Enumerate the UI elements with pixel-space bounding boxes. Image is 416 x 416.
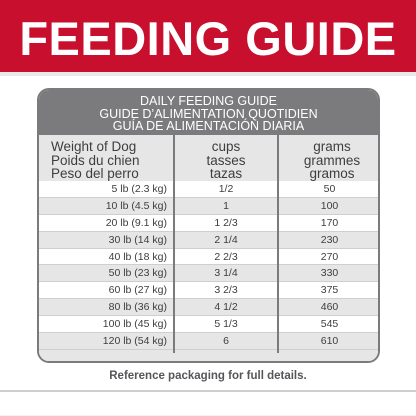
column-header-cups-en: cups bbox=[211, 139, 241, 154]
column-header-weight-es: Peso del perro bbox=[51, 166, 139, 181]
table-title-es: GUÍA DE ALIMENTACIÓN DIARIA bbox=[112, 119, 305, 133]
table-row: 40 lb (18 kg) 2 2/3 270 bbox=[39, 248, 378, 266]
weight-value: 5 lb (2.3 kg) bbox=[111, 183, 167, 195]
weight-cell: 120 lb (54 kg) bbox=[39, 333, 173, 350]
weight-value: 100 lb (45 kg) bbox=[102, 318, 167, 331]
reference-note: Reference packaging for full details. bbox=[109, 370, 307, 382]
weight-cell: 40 lb (18 kg) bbox=[39, 249, 173, 266]
column-header-weight: Weight of Dog Poids du chien Peso del pe… bbox=[51, 135, 140, 181]
table-rows: 5 lb (2.3 kg) 1/2 50 10 lb (4.5 kg) 1 100 20 l… bbox=[39, 181, 378, 350]
table-row: 120 lb (54 kg) 6 610 bbox=[39, 333, 378, 350]
banner-divider bbox=[0, 72, 416, 76]
row-divider bbox=[39, 213, 378, 215]
table-title-en: DAILY FEEDING GUIDE bbox=[139, 94, 278, 108]
footer-strip bbox=[0, 404, 416, 416]
grams-cell: 610 bbox=[320, 335, 339, 348]
row-divider bbox=[39, 298, 378, 300]
weight-value: 80 lb (36 kg) bbox=[108, 301, 167, 314]
table-title: DAILY FEEDING GUIDE GUIDE D’ALIMENTATION… bbox=[39, 90, 378, 135]
table-row: 80 lb (36 kg) 4 1/2 460 bbox=[39, 299, 378, 317]
grams-cell: 375 bbox=[320, 284, 339, 297]
grams-cell: 100 bbox=[320, 199, 339, 212]
column-header-cups: cups tasses tazas bbox=[175, 135, 277, 181]
cups-cell: 3 2/3 bbox=[214, 284, 238, 297]
table-row: 50 lb (23 kg) 3 1/4 330 bbox=[39, 265, 378, 283]
table-body: Weight of Dog Poids du chien Peso del pe… bbox=[39, 135, 378, 361]
column-header-grams-fr: grammes bbox=[303, 152, 361, 168]
row-divider bbox=[39, 315, 378, 317]
grams-cell: 50 bbox=[323, 183, 336, 195]
cups-cell: 5 1/3 bbox=[214, 318, 238, 331]
weight-value: 10 lb (4.5 kg) bbox=[105, 199, 167, 212]
footer-divider bbox=[0, 390, 416, 392]
table-row: 20 lb (9.1 kg) 1 2/3 170 bbox=[39, 214, 378, 232]
weight-value: 120 lb (54 kg) bbox=[102, 335, 167, 348]
column-header-weight-fr: Poids du chien bbox=[51, 152, 140, 168]
row-divider bbox=[39, 348, 378, 350]
weight-cell: 50 lb (23 kg) bbox=[39, 265, 173, 282]
header-banner: FEEDING GUIDE bbox=[0, 0, 416, 72]
weight-value: 20 lb (9.1 kg) bbox=[105, 216, 167, 229]
row-divider bbox=[39, 281, 378, 283]
grams-cell: 270 bbox=[320, 250, 339, 263]
table-row: 5 lb (2.3 kg) 1/2 50 bbox=[39, 181, 378, 198]
cups-cell: 4 1/2 bbox=[214, 301, 238, 314]
weight-cell: 100 lb (45 kg) bbox=[39, 316, 173, 333]
table-row: 30 lb (14 kg) 2 1/4 230 bbox=[39, 231, 378, 249]
weight-value: 50 lb (23 kg) bbox=[108, 267, 167, 280]
grams-cell: 170 bbox=[320, 216, 339, 229]
table-row: 60 lb (27 kg) 3 2/3 375 bbox=[39, 282, 378, 300]
weight-cell: 60 lb (27 kg) bbox=[39, 282, 173, 299]
weight-value: 40 lb (18 kg) bbox=[108, 250, 167, 263]
cups-cell: 1 2/3 bbox=[214, 216, 238, 229]
weight-value: 30 lb (14 kg) bbox=[108, 233, 167, 246]
row-divider bbox=[39, 247, 378, 249]
row-divider bbox=[39, 332, 378, 334]
table-row: 100 lb (45 kg) 5 1/3 545 bbox=[39, 316, 378, 334]
weight-cell: 80 lb (36 kg) bbox=[39, 299, 173, 316]
column-divider bbox=[277, 135, 279, 353]
weight-cell: 20 lb (9.1 kg) bbox=[39, 215, 173, 232]
column-header-cups-fr: tasses bbox=[206, 152, 246, 168]
table-row: 10 lb (4.5 kg) 1 100 bbox=[39, 197, 378, 215]
column-header-grams-en: grams bbox=[313, 139, 351, 154]
cups-cell: 3 1/4 bbox=[214, 267, 238, 280]
weight-value: 60 lb (27 kg) bbox=[108, 284, 167, 297]
weight-cell: 10 lb (4.5 kg) bbox=[39, 198, 173, 215]
grams-cell: 330 bbox=[320, 267, 339, 280]
grams-cell: 460 bbox=[320, 301, 339, 314]
weight-cell: 5 lb (2.3 kg) bbox=[39, 181, 173, 198]
row-divider bbox=[39, 196, 378, 198]
feeding-table-card: DAILY FEEDING GUIDE GUIDE D’ALIMENTATION… bbox=[37, 88, 380, 363]
cups-cell: 6 bbox=[223, 335, 229, 348]
cups-cell: 2 1/4 bbox=[214, 233, 238, 246]
cups-cell: 2 2/3 bbox=[214, 250, 238, 263]
grams-cell: 545 bbox=[320, 318, 339, 331]
column-header-weight-en: Weight of Dog bbox=[51, 139, 137, 154]
weight-cell: 30 lb (14 kg) bbox=[39, 232, 173, 249]
page-title: FEEDING GUIDE bbox=[19, 12, 397, 65]
row-divider bbox=[39, 230, 378, 232]
grams-cell: 230 bbox=[320, 233, 339, 246]
column-divider bbox=[173, 135, 175, 353]
cups-cell: 1/2 bbox=[218, 183, 234, 195]
column-header-grams: grams grammes gramos bbox=[283, 135, 378, 181]
cups-cell: 1 bbox=[223, 199, 229, 212]
table-title-fr: GUIDE D’ALIMENTATION QUOTIDIEN bbox=[99, 106, 318, 121]
column-header-grams-es: gramos bbox=[309, 166, 355, 181]
row-divider bbox=[39, 264, 378, 266]
column-header-cups-es: tazas bbox=[209, 166, 243, 181]
